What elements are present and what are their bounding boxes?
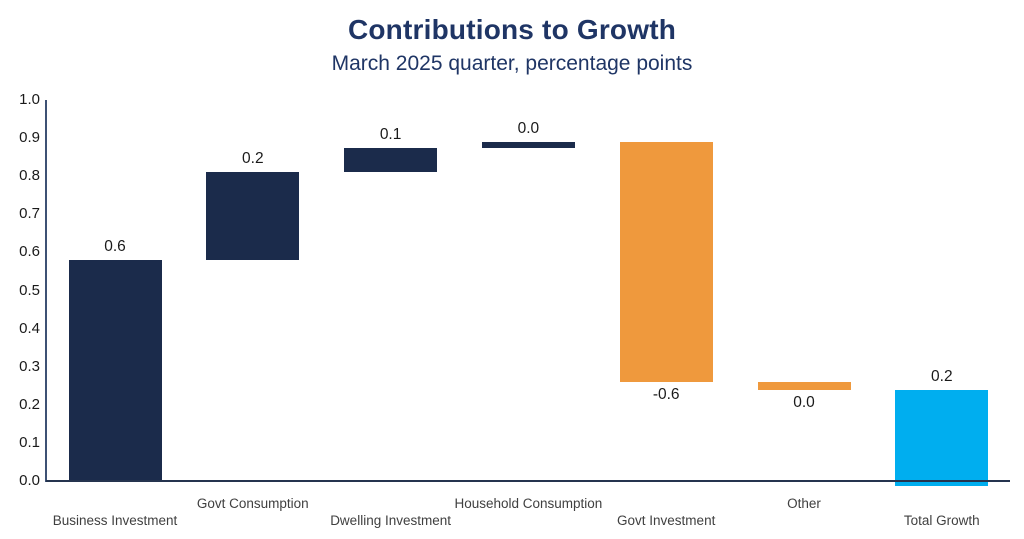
x-axis-baseline bbox=[46, 480, 1010, 482]
value-label-household-consumption: 0.0 bbox=[517, 119, 540, 137]
bar-dwelling-investment bbox=[344, 147, 438, 173]
category-label-govt-consumption: Govt Consumption bbox=[196, 496, 309, 511]
bar-govt-consumption bbox=[206, 172, 300, 260]
bar-govt-investment bbox=[619, 141, 713, 382]
category-label-total-growth: Total Growth bbox=[903, 513, 980, 528]
y-tick-label: 0.3 bbox=[19, 357, 40, 375]
y-tick-label: 0.1 bbox=[19, 433, 40, 451]
category-label-govt-investment: Govt Investment bbox=[617, 513, 716, 528]
y-tick-label: 0.0 bbox=[19, 472, 40, 489]
y-tick-label: 0.9 bbox=[19, 129, 40, 147]
value-label-govt-investment: -0.6 bbox=[652, 385, 680, 403]
y-tick-label: 0.2 bbox=[19, 395, 40, 413]
bar-business-investment bbox=[68, 260, 162, 481]
chart-subtitle: March 2025 quarter, percentage points bbox=[331, 52, 693, 75]
value-label-dwelling-investment: 0.1 bbox=[379, 125, 402, 143]
category-label-other: Other bbox=[787, 496, 821, 511]
category-label-dwelling-investment: Dwelling Investment bbox=[330, 513, 451, 528]
category-label-business-investment: Business Investment bbox=[52, 513, 178, 528]
y-tick-label: 0.5 bbox=[19, 281, 40, 299]
value-label-govt-consumption: 0.2 bbox=[242, 150, 264, 168]
bar-other bbox=[757, 381, 851, 390]
y-tick-label: 1.0 bbox=[19, 91, 40, 108]
category-label-household-consumption: Household Consumption bbox=[454, 496, 603, 511]
bar-total-growth bbox=[895, 389, 989, 486]
value-label-other: 0.0 bbox=[793, 393, 815, 411]
y-tick-label: 0.6 bbox=[19, 243, 40, 261]
y-tick-label: 0.8 bbox=[19, 167, 40, 185]
chart-title: Contributions to Growth bbox=[347, 14, 677, 45]
y-tick-label: 0.4 bbox=[19, 319, 40, 337]
value-label-business-investment: 0.6 bbox=[104, 238, 126, 256]
y-axis-line bbox=[45, 100, 47, 482]
value-label-total-growth: 0.2 bbox=[931, 367, 953, 385]
y-tick-label: 0.7 bbox=[19, 205, 40, 223]
bar-household-consumption bbox=[481, 141, 575, 148]
